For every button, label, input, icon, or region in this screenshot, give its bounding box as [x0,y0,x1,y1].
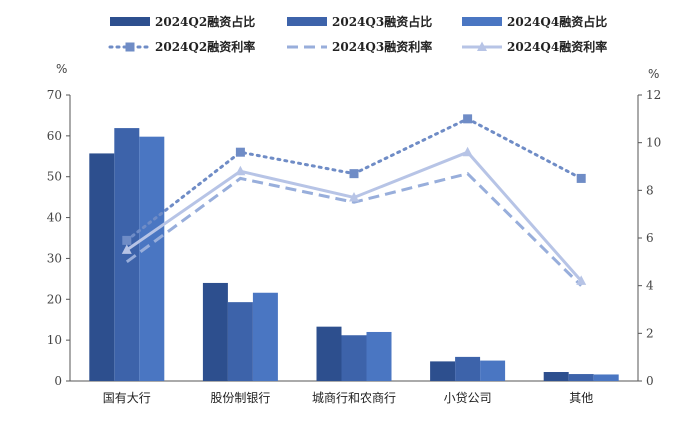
legend-swatch [110,17,150,26]
bar [480,360,506,381]
bar [89,153,115,381]
left-tick-label: 40 [47,211,62,225]
series-line [125,117,583,242]
right-tick-label: 6 [646,231,654,245]
bar [139,136,165,381]
line-marker [121,244,132,254]
line-marker [576,275,587,285]
legend: 2024Q2融资占比 2024Q3融资占比 2024Q4融资占比 2024Q2融资利率… [108,14,607,54]
line-marker [576,173,586,183]
bar [227,302,253,381]
line-marker [462,146,473,157]
line-marker [477,41,487,51]
legend-swatch [287,17,327,26]
right-tick-label: 0 [646,374,654,388]
right-tick-label: 10 [646,136,661,150]
bar [202,282,228,381]
left-tick-label: 10 [47,333,62,347]
right-axis-unit: % [648,67,659,81]
bar [316,326,342,381]
bars [89,128,619,381]
right-tick-label: 12 [646,88,661,102]
category-label: 股份制银行 [210,391,270,405]
category-label: 城商行和农商行 [312,390,396,405]
right-tick-label: 4 [646,279,654,293]
right-tick-label: 8 [646,183,654,197]
left-tick-label: 30 [47,251,62,265]
bar [114,128,140,381]
category-label: 小贷公司 [444,391,492,405]
left-tick-label: 20 [47,292,62,306]
line-marker [235,147,245,157]
left-tick-label: 0 [54,374,62,388]
legend-label: 2024Q4融资占比 [507,14,607,29]
left-tick-label: 50 [47,170,62,184]
category-label: 其他 [569,391,593,405]
legend-swatch [462,17,502,26]
legend-label: 2024Q2融资利率 [155,39,255,54]
left-axis-unit: % [56,62,67,76]
bar [455,356,481,381]
bar [252,292,278,381]
line-marker [349,169,359,179]
left-tick-label: 60 [47,129,62,143]
left-tick-label: 70 [47,88,62,102]
bar [366,331,392,381]
axes: 0 10 20 30 40 50 60 70 0 2 4 6 8 10 12 国有大行 股份制银行 城商行和农商行… [47,88,662,405]
legend-label: 2024Q4融资利率 [507,39,607,54]
series-line [125,171,583,287]
line-marker [125,42,135,52]
legend-label: 2024Q2融资占比 [155,14,255,29]
lines [121,114,587,287]
right-tick-label: 2 [646,326,654,340]
bar [543,372,569,381]
bar [568,374,594,381]
bar [593,374,619,381]
line-marker [122,235,132,245]
line-marker [349,191,359,202]
bar [341,335,367,381]
legend-label: 2024Q3融资利率 [332,39,432,54]
line-marker [463,114,473,124]
legend-label: 2024Q3融资占比 [332,14,432,29]
category-label: 国有大行 [103,391,151,405]
line-marker [235,165,246,176]
bar [430,361,456,381]
